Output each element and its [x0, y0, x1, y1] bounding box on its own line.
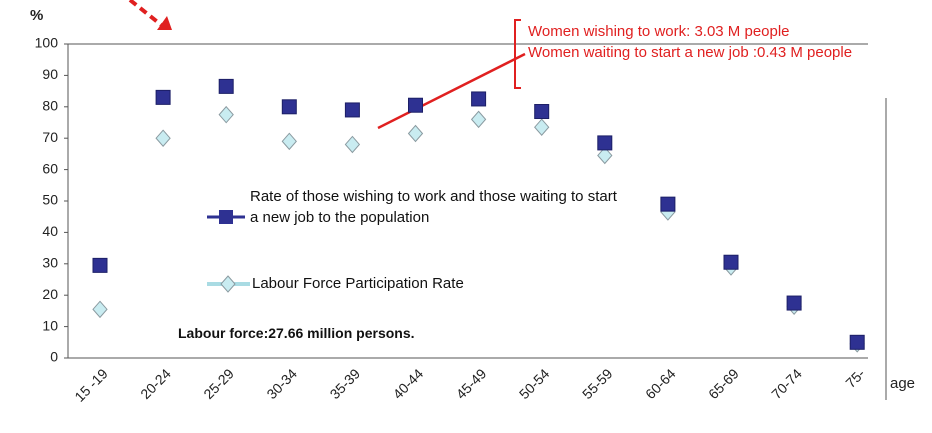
x-tick-label: 55-59 [579, 365, 616, 402]
y-tick-label: 40 [42, 223, 58, 239]
y-tick-label: 60 [42, 160, 58, 176]
point [470, 110, 487, 129]
point [281, 132, 297, 151]
point [408, 97, 423, 113]
x-tick-label: 70-74 [768, 365, 805, 402]
point [534, 118, 550, 136]
annotation: Women waiting to start a new job :0.43 M… [528, 44, 853, 61]
x-tick-label: 50-54 [516, 365, 553, 402]
bracket [514, 19, 521, 89]
point [92, 257, 108, 273]
y-tick-label: 100 [35, 35, 59, 51]
x-tick-label: 35-39 [327, 365, 364, 402]
x-tick-label: 65-69 [705, 365, 742, 402]
point [92, 300, 108, 319]
x-tick-label: 75- [842, 365, 868, 391]
annotation: Labour force:27.66 million persons. [178, 325, 415, 341]
y-tick-label: 70 [42, 129, 58, 145]
point [344, 102, 360, 118]
point [597, 135, 613, 151]
y-tick-label: 50 [42, 192, 58, 208]
point [786, 295, 802, 311]
y-tick-label: 90 [42, 66, 58, 82]
x-axis-label: age [890, 375, 915, 392]
y-tick-label: 80 [42, 98, 58, 114]
x-tick-label: 20-24 [137, 365, 174, 402]
x-tick-label: 30-34 [263, 365, 300, 402]
point [849, 334, 865, 350]
point [597, 146, 613, 165]
arrow-head [157, 16, 172, 30]
point [660, 196, 676, 212]
point [155, 129, 171, 147]
y-tick-label: 10 [42, 317, 58, 333]
point [281, 99, 297, 115]
point [471, 91, 487, 107]
legend-label: Rate of those wishing to work and those … [250, 188, 617, 226]
point [723, 254, 739, 270]
point [218, 105, 234, 124]
y-tick-label: 0 [50, 349, 58, 365]
y-tick-label: 30 [42, 255, 58, 271]
y-tick-label: 20 [42, 286, 58, 302]
point [155, 89, 171, 105]
point [344, 135, 361, 154]
x-tick-label: 25-29 [200, 365, 237, 402]
x-tick-label: 60-64 [642, 365, 679, 402]
x-tick-label: 40-44 [390, 365, 427, 402]
point [534, 104, 550, 120]
arrow [128, 0, 167, 30]
legend-marker [219, 210, 233, 224]
legend-marker [220, 275, 236, 293]
point [218, 78, 234, 94]
x-tick-label: 45-49 [453, 365, 490, 402]
y-axis-label: % [30, 7, 43, 24]
x-tick-label: 15 -19 [71, 365, 111, 405]
pointer [377, 52, 526, 130]
point [407, 124, 424, 143]
legend-label: Labour Force Participation Rate [252, 275, 464, 292]
annotation: Women wishing to work: 3.03 M people [528, 23, 790, 40]
